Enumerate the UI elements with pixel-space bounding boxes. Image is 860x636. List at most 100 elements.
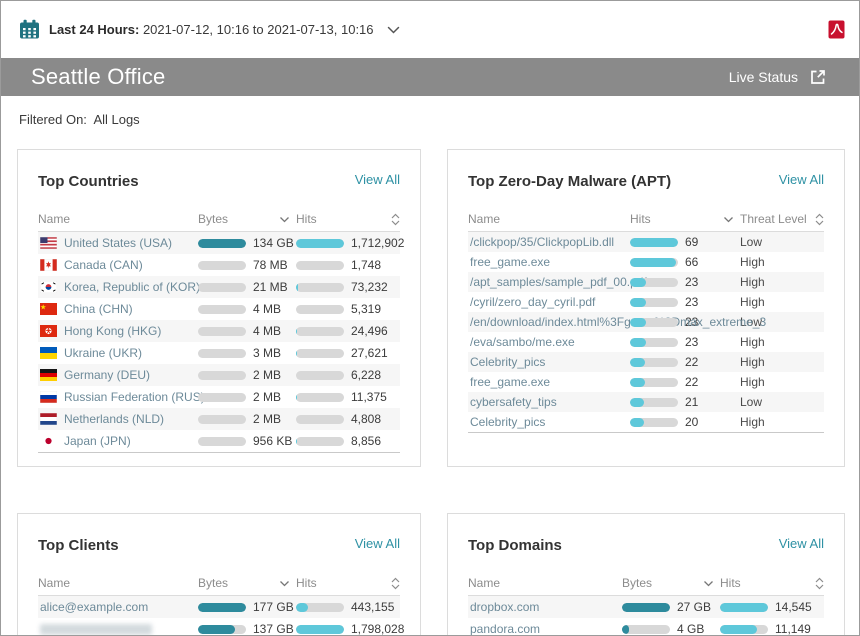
bytes-value: 2 MB bbox=[253, 412, 282, 426]
table-row[interactable]: Ukraine (UKR) 3 MB 27,621 bbox=[38, 342, 400, 364]
table-row[interactable]: Russian Federation (RUS) 2 MB 11,375 bbox=[38, 386, 400, 408]
row-name-link[interactable]: Germany (DEU) bbox=[64, 368, 151, 382]
name-cell: Ukraine (UKR) bbox=[38, 346, 192, 360]
view-all-link[interactable]: View All bbox=[778, 536, 824, 551]
row-name-link[interactable]: free_game.exe bbox=[470, 375, 551, 389]
name-cell: Japan (JPN) bbox=[38, 434, 192, 448]
column-name[interactable]: Name bbox=[38, 212, 71, 226]
table-row[interactable]: dropbox.com 27 GB 14,545 bbox=[468, 596, 824, 618]
calendar-icon bbox=[19, 19, 40, 40]
hits-value: 73,232 bbox=[351, 280, 388, 294]
row-name-link[interactable]: free_game.exe bbox=[470, 255, 551, 269]
table-row[interactable]: /cyril/zero_day_cyril.pdf 23 High bbox=[468, 292, 824, 312]
table-row[interactable]: Germany (DEU) 2 MB 6,228 bbox=[38, 364, 400, 386]
hits-value: 14,545 bbox=[775, 600, 812, 614]
hits-cell: 69 bbox=[630, 235, 734, 249]
column-threat-level[interactable]: Threat Level bbox=[740, 212, 824, 226]
table-row[interactable]: China (CHN) 4 MB 5,319 bbox=[38, 298, 400, 320]
row-name-link[interactable]: Japan (JPN) bbox=[64, 434, 131, 448]
hits-bar bbox=[630, 337, 678, 347]
row-name-link[interactable]: dropbox.com bbox=[470, 600, 540, 614]
column-name[interactable]: Name bbox=[468, 576, 501, 590]
row-name-link[interactable]: Canada (CAN) bbox=[64, 258, 143, 272]
column-hits[interactable]: Hits bbox=[630, 212, 734, 226]
row-name-link[interactable]: Korea, Republic of (KOR) bbox=[64, 280, 201, 294]
pdf-export-icon[interactable] bbox=[828, 20, 845, 39]
row-name-link[interactable]: Ukraine (UKR) bbox=[64, 346, 143, 360]
row-name-link[interactable]: United States (USA) bbox=[64, 236, 173, 250]
table-row[interactable]: /clickpop/35/ClickpopLib.dll 69 Low bbox=[468, 232, 824, 252]
table-row[interactable]: Celebrity_pics 22 High bbox=[468, 352, 824, 372]
column-bytes[interactable]: Bytes bbox=[622, 576, 714, 590]
flag-nl-icon bbox=[40, 413, 57, 425]
table-row[interactable]: Netherlands (NLD) 2 MB 4,808 bbox=[38, 408, 400, 430]
name-cell: alice@example.com bbox=[38, 600, 192, 614]
table-row[interactable]: Korea, Republic of (KOR) 21 MB 73,232 bbox=[38, 276, 400, 298]
hits-bar bbox=[720, 624, 768, 634]
panel-title: Top Countries bbox=[38, 173, 139, 190]
bytes-bar bbox=[198, 326, 246, 336]
row-name-link[interactable]: cybersafety_tips bbox=[470, 395, 557, 409]
bytes-bar bbox=[198, 304, 246, 314]
view-all-link[interactable]: View All bbox=[778, 172, 824, 187]
row-name-link[interactable]: China (CHN) bbox=[64, 302, 133, 316]
row-name-link[interactable]: /cyril/zero_day_cyril.pdf bbox=[470, 295, 596, 309]
table-row[interactable]: pandora.com 4 GB 11,149 bbox=[468, 618, 824, 636]
table-body: /clickpop/35/ClickpopLib.dll 69 Low free_ga… bbox=[468, 232, 824, 433]
row-name-link[interactable]: Celebrity_pics bbox=[470, 415, 546, 429]
row-name-link[interactable]: pandora.com bbox=[470, 622, 541, 636]
hits-value: 11,375 bbox=[351, 390, 387, 404]
table-body: dropbox.com 27 GB 14,545 pandora.com 4 GB 11,… bbox=[468, 596, 824, 636]
table-row[interactable]: free_game.exe 66 High bbox=[468, 252, 824, 272]
bytes-value: 2 MB bbox=[253, 368, 282, 382]
sort-desc-icon bbox=[279, 216, 290, 223]
row-name-link[interactable]: Celebrity_pics bbox=[470, 355, 546, 369]
table-row[interactable]: /apt_samples/sample_pdf_00.pdf 23 High bbox=[468, 272, 824, 292]
bytes-cell: 2 MB bbox=[198, 390, 290, 404]
column-bytes[interactable]: Bytes bbox=[198, 576, 290, 590]
threat-level: Low bbox=[740, 315, 763, 329]
column-bytes[interactable]: Bytes bbox=[198, 212, 290, 226]
row-name-link[interactable]: Russian Federation (RUS) bbox=[64, 390, 205, 404]
table-row[interactable]: /eva/sambo/me.exe 23 High bbox=[468, 332, 824, 352]
row-name-link[interactable]: Netherlands (NLD) bbox=[64, 412, 165, 426]
table-row[interactable]: cybersafety_tips 21 Low bbox=[468, 392, 824, 412]
row-name-link[interactable]: /en/download/index.html%3Fgame%3Dmax_ext… bbox=[470, 315, 767, 329]
table-row[interactable]: Celebrity_pics 20 High bbox=[468, 412, 824, 432]
hits-cell: 1,748 bbox=[296, 258, 400, 272]
column-hits[interactable]: Hits bbox=[720, 576, 824, 590]
column-hits[interactable]: Hits bbox=[296, 576, 400, 590]
bytes-cell: 134 GB bbox=[198, 236, 294, 250]
table-row[interactable]: 137 GB 1,798,028 bbox=[38, 618, 404, 636]
table-row[interactable]: Canada (CAN) 78 MB 1,748 bbox=[38, 254, 400, 276]
bytes-cell: 4 GB bbox=[622, 622, 714, 635]
column-hits[interactable]: Hits bbox=[296, 212, 400, 226]
row-name-link[interactable]: /apt_samples/sample_pdf_00.pdf bbox=[470, 275, 647, 289]
hits-bar bbox=[630, 397, 678, 407]
row-name-link[interactable]: Hong Kong (HKG) bbox=[64, 324, 162, 338]
hits-bar bbox=[630, 237, 678, 247]
flag-jp-icon bbox=[40, 435, 57, 447]
filter-status: Filtered On: All Logs bbox=[19, 112, 859, 127]
row-name-link[interactable]: /clickpop/35/ClickpopLib.dll bbox=[470, 235, 615, 249]
date-range-selector[interactable]: Last 24 Hours: 2021-07-12, 10:16 to 2021… bbox=[19, 19, 400, 40]
bytes-value: 137 GB bbox=[253, 622, 294, 636]
hits-bar bbox=[296, 392, 344, 402]
table-row[interactable]: /en/download/index.html%3Fgame%3Dmax_ext… bbox=[468, 312, 824, 332]
column-name[interactable]: Name bbox=[468, 212, 501, 226]
hits-cell: 27,621 bbox=[296, 346, 400, 360]
table-row[interactable]: alice@example.com 177 GB 443,155 bbox=[38, 596, 400, 618]
row-name-link[interactable]: /eva/sambo/me.exe bbox=[470, 335, 575, 349]
table-body: alice@example.com 177 GB 443,155 137 GB 1,79… bbox=[38, 596, 404, 636]
filter-value: All Logs bbox=[93, 112, 140, 127]
view-all-link[interactable]: View All bbox=[354, 536, 400, 551]
table-row[interactable]: Japan (JPN) 956 KB 8,856 bbox=[38, 430, 400, 452]
table-row[interactable]: free_game.exe 22 High bbox=[468, 372, 824, 392]
table-row[interactable]: Hong Kong (HKG) 4 MB 24,496 bbox=[38, 320, 400, 342]
table-row[interactable]: United States (USA) 134 GB 1,712,902 bbox=[38, 232, 404, 254]
view-all-link[interactable]: View All bbox=[354, 172, 400, 187]
live-status-link[interactable]: Live Status bbox=[729, 68, 827, 86]
row-name-link[interactable]: alice@example.com bbox=[40, 600, 149, 614]
column-name[interactable]: Name bbox=[38, 576, 71, 590]
